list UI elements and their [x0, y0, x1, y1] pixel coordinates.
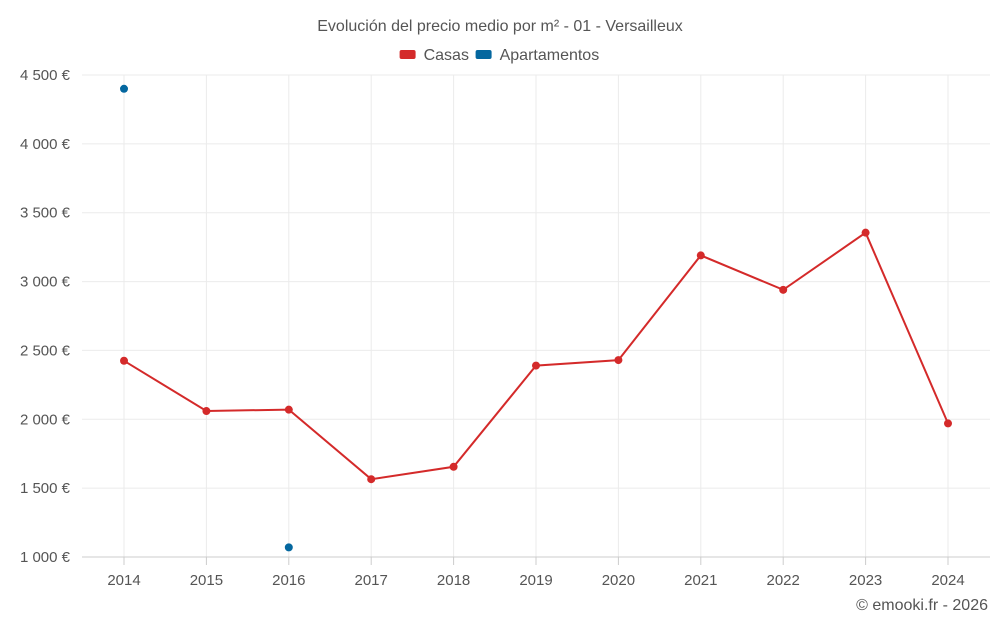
series-layer [120, 84, 952, 552]
legend-label: Casas [424, 47, 469, 64]
y-tick-label: 3 500 € [20, 205, 71, 222]
grid [82, 74, 990, 557]
data-point-casas [944, 419, 952, 428]
data-point-casas [120, 356, 128, 365]
y-tick-label: 2 000 € [20, 411, 71, 428]
legend-label: Apartamentos [500, 47, 600, 64]
data-point-casas [202, 407, 211, 416]
data-point-casas [696, 251, 705, 260]
credit-text: © emooki.fr - 2026 [856, 597, 988, 614]
data-point-casas [532, 361, 540, 370]
data-point-casas [284, 405, 293, 414]
x-tick-label: 2017 [355, 572, 388, 589]
data-point-apartamentos [284, 543, 293, 552]
x-tick-label: 2022 [767, 572, 800, 589]
y-tick-label: 4 500 € [20, 67, 71, 84]
y-tick-label: 2 500 € [20, 342, 71, 359]
data-point-casas [614, 356, 623, 365]
x-tick-label: 2015 [190, 572, 223, 589]
x-tick-label: 2016 [272, 572, 305, 589]
data-point-casas [779, 285, 788, 294]
y-tick-label: 3 000 € [20, 274, 71, 291]
data-point-apartamentos [120, 84, 128, 93]
x-tick-label: 2018 [437, 572, 470, 589]
legend: Casas Apartamentos [399, 47, 600, 64]
legend-swatch [399, 50, 416, 59]
x-tick-label: 2024 [931, 572, 964, 589]
data-point-casas [367, 475, 376, 484]
x-tick-label: 2020 [602, 572, 635, 589]
legend-swatch [475, 50, 492, 59]
x-tick-label: 2019 [519, 572, 552, 589]
data-point-casas [449, 462, 458, 471]
axes: 1 000 € 1 500 € 2 000 € 2 500 € 3 000 € 3 500… [20, 67, 990, 589]
x-tick-label: 2014 [107, 572, 140, 589]
chart-title: Evolución del precio medio por m² - 01 -… [317, 18, 683, 35]
y-tick-label: 4 000 € [20, 136, 71, 153]
y-tick-label: 1 500 € [20, 480, 71, 497]
data-point-casas [861, 228, 870, 237]
x-tick-label: 2021 [684, 572, 717, 589]
y-tick-label: 1 000 € [20, 549, 71, 566]
x-tick-label: 2023 [849, 572, 882, 589]
